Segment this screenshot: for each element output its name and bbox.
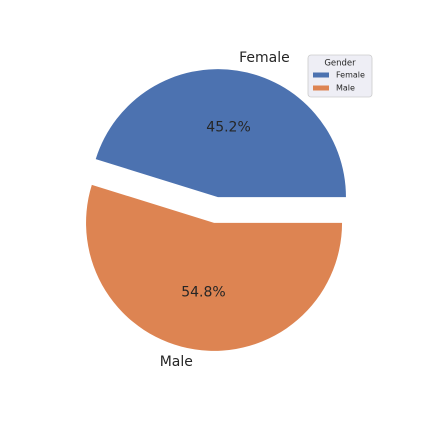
- pie-slice: [86, 184, 343, 351]
- legend-swatch: [313, 85, 329, 91]
- legend-swatch: [313, 72, 329, 78]
- legend: Gender Female Male: [307, 54, 373, 98]
- slice-label: Male: [160, 354, 193, 370]
- legend-label: Female: [336, 71, 365, 80]
- slice-label: Female: [239, 50, 290, 66]
- pie: 45.2% Female 54.8% Male: [86, 50, 346, 370]
- slice-percent: 54.8%: [181, 284, 225, 300]
- pie-slice: [95, 69, 346, 198]
- legend-label: Male: [336, 84, 355, 93]
- legend-title: Gender: [324, 59, 356, 69]
- slice-percent: 45.2%: [206, 120, 250, 136]
